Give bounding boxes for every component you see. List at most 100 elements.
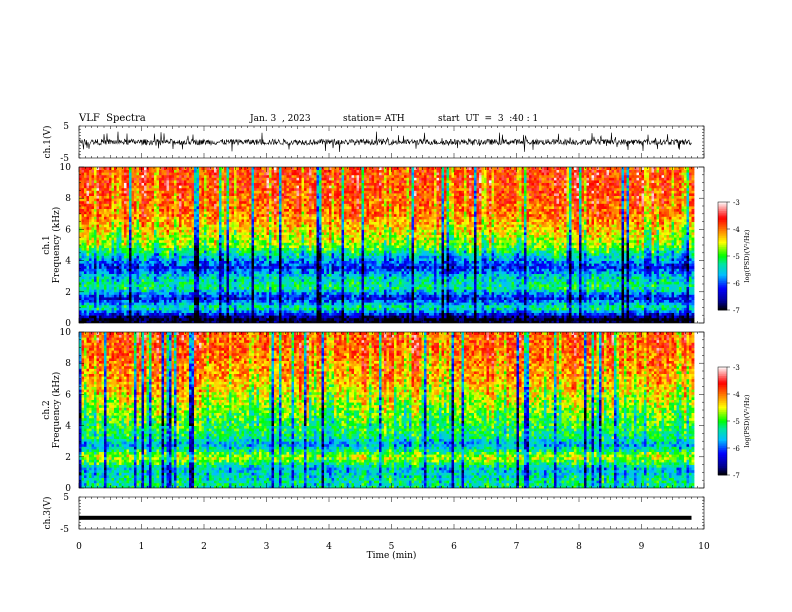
- ch1-waveform-trace: [79, 131, 692, 153]
- ch1-spectrogram-y-tick-label: 2: [65, 288, 71, 298]
- ch2-colorbar-swatch: [718, 449, 727, 452]
- ch2-colorbar-swatch: [718, 464, 727, 467]
- x-tick-label: 2: [201, 542, 207, 552]
- ch1-colorbar-swatch: [718, 259, 727, 262]
- ch1-spectrogram-y-tick-label: 4: [65, 257, 71, 267]
- ch1-colorbar-swatch: [718, 265, 727, 268]
- x-axis-label: Time (min): [367, 550, 417, 561]
- ch2-colorbar-swatch: [718, 467, 727, 470]
- ch2-colorbar-swatch: [718, 401, 727, 404]
- ch1-spectrogram-y-tick-label: 8: [65, 194, 71, 204]
- ch1-colorbar-swatch: [718, 232, 727, 235]
- colorbars: -3 -4 -5 -6 -7 log(PSD)(V²/Hz) -3 -4 -5 -6 -7 log(P…: [717, 199, 751, 480]
- ch1-colorbar-swatch: [718, 299, 727, 302]
- ch2-colorbar-tick-label: -5: [733, 418, 740, 426]
- ch2-colorbar-tick-label: -7: [733, 472, 740, 480]
- ch1-colorbar-swatch: [718, 257, 727, 260]
- ch1-spectrogram-y-tick-label: 0: [65, 319, 71, 329]
- x-tick-label: 10: [698, 542, 710, 552]
- ch1-colorbar-swatch: [718, 290, 727, 293]
- ch1-colorbar-swatch: [718, 247, 727, 250]
- ch1-colorbar-swatch: [718, 304, 727, 307]
- ch2-colorbar-swatch: [718, 448, 727, 451]
- ch1-colorbar-swatch: [718, 236, 727, 239]
- ch2-colorbar-swatch: [718, 379, 727, 382]
- ch2-colorbar-swatch: [718, 413, 727, 416]
- ch1-spectrogram-panel: [79, 167, 695, 323]
- ch2-colorbar-swatch: [718, 421, 727, 424]
- x-tick-label: 9: [639, 542, 645, 552]
- ch1-colorbar-swatch: [718, 252, 727, 255]
- ch2-colorbar-swatch: [718, 367, 727, 370]
- ch2-colorbar-swatch: [718, 440, 727, 443]
- chart-title: VLF Spectra: [79, 113, 146, 124]
- ch2-colorbar-swatch: [718, 451, 727, 454]
- ch2-colorbar-swatch: [718, 403, 727, 406]
- axis-ticks: [78, 125, 705, 530]
- ch1-colorbar-swatch: [718, 301, 727, 304]
- ch1-waveform-panel: [79, 131, 692, 153]
- ch2-spectrogram-y-tick-label: 8: [65, 359, 71, 369]
- ch1-waveform-y-tick-label: -5: [60, 154, 69, 164]
- ch2-colorbar-swatch: [718, 392, 727, 395]
- ch2-spectrogram-y-axis-label: Frequency (kHz): [51, 372, 62, 449]
- ch1-colorbar-swatch: [718, 295, 727, 298]
- ch2-colorbar-swatch: [718, 372, 727, 375]
- ch1-colorbar-swatch: [718, 293, 727, 296]
- ch1-colorbar-swatch: [718, 277, 727, 280]
- ch2-colorbar-swatch: [718, 455, 727, 458]
- x-tick-label: 4: [326, 542, 332, 552]
- ch2-colorbar-swatch: [718, 381, 727, 384]
- ch2-colorbar-swatch: [718, 395, 727, 398]
- start-time-label: start UT = 3 :40 : 1: [438, 114, 538, 124]
- ch2-colorbar-tick-label: -6: [733, 445, 740, 453]
- ch1-colorbar-swatch: [718, 292, 727, 295]
- ch1-colorbar-swatch: [718, 225, 727, 228]
- ch1-colorbar-tick-label: -4: [733, 226, 740, 234]
- date-label: Jan. 3 , 2023: [250, 114, 311, 124]
- ch1-colorbar-swatch: [718, 214, 727, 217]
- ch1-colorbar: -3 -4 -5 -6 -7 log(PSD)(V²/Hz): [717, 199, 751, 315]
- ch2-colorbar-swatch: [718, 408, 727, 411]
- ch2-colorbar-swatch: [718, 370, 727, 373]
- ch2-spectrogram-y-tick-label: 2: [65, 453, 71, 463]
- ch2-spectrogram-y-tick-label: 4: [65, 422, 71, 432]
- ch2-colorbar-swatch: [718, 390, 727, 393]
- ch2-colorbar-label: log(PSD)(V²/Hz): [743, 394, 751, 447]
- ch1-colorbar-swatch: [718, 239, 727, 242]
- ch1-colorbar-swatch: [718, 297, 727, 300]
- ch1-colorbar-swatch: [718, 250, 727, 253]
- ch1-colorbar-swatch: [718, 308, 727, 311]
- ch2-colorbar-swatch: [718, 466, 727, 469]
- ch1-colorbar-swatch: [718, 209, 727, 212]
- ch1-colorbar-swatch: [718, 207, 727, 210]
- ch1-colorbar-swatch: [718, 272, 727, 275]
- x-tick-label: 1: [139, 542, 145, 552]
- x-tick-label: 0: [76, 542, 82, 552]
- ch2-spectrogram-channel-label: ch.2: [42, 400, 52, 419]
- ch1-colorbar-swatch: [718, 202, 727, 205]
- ch2-colorbar-swatch: [718, 435, 727, 438]
- ch1-colorbar-swatch: [718, 268, 727, 271]
- ch2-spectrogram-y-tick-label: 0: [65, 484, 71, 494]
- ch1-waveform-y-tick-label: 5: [63, 122, 69, 132]
- ch1-colorbar-swatch: [718, 212, 727, 215]
- ch2-colorbar-swatch: [718, 404, 727, 407]
- ch2-colorbar-swatch: [718, 385, 727, 388]
- ch2-colorbar-swatch: [718, 415, 727, 418]
- ch2-colorbar-swatch: [718, 457, 727, 460]
- ch1-colorbar-swatch: [718, 230, 727, 233]
- ch1-colorbar-tick-label: -7: [733, 307, 740, 315]
- ch1-colorbar-swatch: [718, 306, 727, 309]
- ch1-colorbar-swatch: [718, 229, 727, 232]
- ch3-waveform-y-tick-label: -5: [60, 525, 69, 535]
- ch1-colorbar-swatch: [718, 227, 727, 230]
- ch2-spectrogram-cells: [79, 332, 695, 488]
- ch2-colorbar-swatch: [718, 430, 727, 433]
- ch2-colorbar-swatch: [718, 469, 727, 472]
- ch2-colorbar-swatch: [718, 376, 727, 379]
- ch1-colorbar-swatch: [718, 203, 727, 206]
- ch2-colorbar-swatch: [718, 462, 727, 465]
- ch1-colorbar-swatch: [718, 256, 727, 259]
